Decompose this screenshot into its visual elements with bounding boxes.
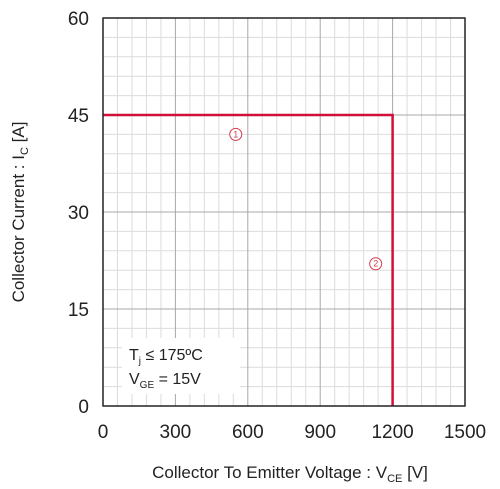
x-tick-label: 300 [160,422,192,443]
condition-line-1: Tj ≤ 175ºC [129,347,203,367]
x-axis-title-sub: CE [387,473,402,485]
x-tick-label: 600 [232,422,264,443]
markers: 12 [229,127,383,271]
marker-circle [369,257,383,271]
y-axis-title: Collector Current : IC [A] [9,122,31,303]
marker-circle [229,127,243,141]
y-tick-label: 0 [78,397,89,418]
marker-2: 2 [369,257,383,271]
plot-frame [102,17,466,407]
condition-line-1-main: T [129,347,139,364]
y-axis-title-sub: C [19,147,31,155]
x-axis-title-suffix: [V] [402,463,428,482]
condition-line-2: VGE = 15V [129,371,201,391]
condition-line-2-main: V [129,371,140,388]
x-tick-label: 1500 [444,422,486,443]
series-layer [103,113,394,406]
y-tick-label: 30 [68,203,89,224]
x-tick-label: 1200 [371,422,413,443]
axes [102,17,466,407]
marker-label: 2 [373,259,378,269]
series-line-1 [103,113,394,406]
y-tick-label: 45 [68,106,89,127]
condition-line-1-suffix: ≤ 175ºC [141,347,203,364]
x-tick-labels: 0 300 600 900 1200 1500 [98,422,486,443]
y-axis-title-main: Collector Current : I [9,155,28,302]
marker-label: 1 [233,129,238,139]
y-tick-labels: 0 15 30 45 60 [68,9,89,418]
y-axis-title-suffix: [A] [9,122,28,148]
y-tick-label: 15 [68,300,89,321]
x-tick-label: 900 [304,422,336,443]
x-axis-title-main: Collector To Emitter Voltage : V [152,463,388,482]
marker-1: 1 [229,127,243,141]
condition-line-2-sub: GE [140,380,155,391]
condition-line-2-suffix: = 15V [154,371,201,388]
y-tick-label: 60 [68,9,89,30]
grid [103,18,465,406]
x-tick-label: 0 [98,422,109,443]
x-axis-title: Collector To Emitter Voltage : VCE [V] [152,463,428,485]
conditions-box [122,338,240,394]
condition-line-1-sub: j [138,356,141,367]
